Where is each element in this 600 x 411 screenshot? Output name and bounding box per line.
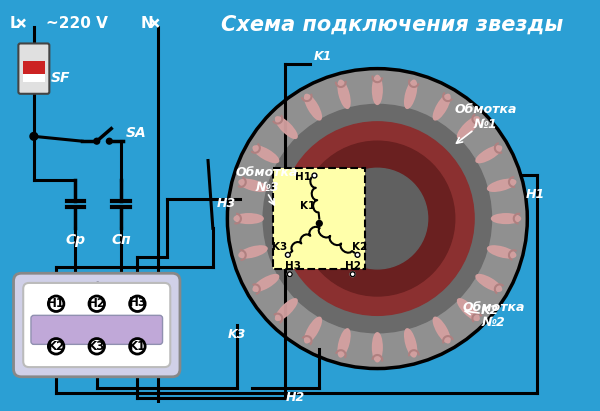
- Text: H1: H1: [526, 188, 545, 201]
- Ellipse shape: [239, 179, 267, 191]
- Text: K3: K3: [228, 328, 246, 341]
- Text: ~220 V: ~220 V: [46, 16, 109, 31]
- Ellipse shape: [239, 246, 267, 258]
- Text: K2: K2: [481, 304, 499, 317]
- Circle shape: [94, 138, 100, 144]
- Ellipse shape: [253, 275, 278, 291]
- Text: L: L: [10, 16, 19, 31]
- Circle shape: [350, 272, 355, 277]
- Circle shape: [312, 173, 317, 178]
- Ellipse shape: [305, 95, 322, 120]
- Ellipse shape: [476, 146, 502, 163]
- Text: Ср: Ср: [65, 233, 85, 247]
- Circle shape: [89, 296, 104, 312]
- Text: K2: K2: [352, 242, 367, 252]
- Text: K1: K1: [314, 50, 332, 62]
- Ellipse shape: [404, 80, 416, 109]
- Ellipse shape: [253, 146, 278, 163]
- Text: Обмотка
№1: Обмотка №1: [455, 103, 517, 131]
- Circle shape: [227, 69, 527, 369]
- Ellipse shape: [275, 299, 297, 321]
- Text: K1: K1: [300, 201, 316, 211]
- Ellipse shape: [491, 214, 521, 224]
- Ellipse shape: [458, 299, 479, 321]
- Text: K1: K1: [129, 340, 146, 353]
- Text: H2: H2: [286, 391, 305, 404]
- Ellipse shape: [338, 329, 350, 357]
- Ellipse shape: [275, 117, 297, 139]
- Ellipse shape: [404, 329, 416, 357]
- Ellipse shape: [458, 117, 479, 139]
- Ellipse shape: [305, 317, 322, 343]
- Ellipse shape: [373, 75, 382, 104]
- Ellipse shape: [234, 214, 263, 224]
- Circle shape: [281, 122, 474, 315]
- FancyBboxPatch shape: [23, 283, 170, 367]
- Text: K2: K2: [47, 340, 65, 353]
- Circle shape: [300, 141, 455, 296]
- Text: Схема подключения звезды: Схема подключения звезды: [221, 15, 563, 35]
- Text: Сп: Сп: [111, 233, 131, 247]
- Text: H2: H2: [344, 261, 361, 272]
- Circle shape: [263, 104, 491, 333]
- Ellipse shape: [433, 317, 450, 343]
- Circle shape: [30, 132, 38, 140]
- Ellipse shape: [373, 333, 382, 362]
- Circle shape: [49, 339, 64, 354]
- Text: K3: K3: [88, 340, 106, 353]
- Text: N: N: [140, 16, 154, 31]
- Text: Обмотка
№2: Обмотка №2: [462, 301, 524, 329]
- Circle shape: [89, 339, 104, 354]
- Ellipse shape: [433, 95, 450, 120]
- FancyBboxPatch shape: [14, 273, 180, 377]
- Text: SA: SA: [126, 127, 146, 141]
- Text: H3: H3: [217, 196, 236, 210]
- Circle shape: [286, 252, 290, 257]
- Bar: [274, 168, 365, 269]
- Ellipse shape: [338, 80, 350, 109]
- Circle shape: [94, 282, 101, 290]
- Circle shape: [130, 339, 145, 354]
- Circle shape: [49, 296, 64, 312]
- Circle shape: [355, 252, 360, 257]
- FancyBboxPatch shape: [31, 315, 163, 344]
- Circle shape: [106, 138, 112, 144]
- Text: K3: K3: [272, 242, 288, 252]
- FancyBboxPatch shape: [19, 44, 49, 94]
- Text: H2: H2: [88, 297, 106, 310]
- Ellipse shape: [488, 246, 516, 258]
- Text: Обмотка
№3: Обмотка №3: [236, 166, 298, 194]
- Ellipse shape: [476, 275, 502, 291]
- Text: SF: SF: [51, 71, 71, 85]
- Circle shape: [130, 296, 145, 312]
- Circle shape: [316, 221, 322, 226]
- Text: H1: H1: [47, 297, 65, 310]
- Bar: [23, 74, 44, 82]
- Text: H3: H3: [128, 296, 146, 309]
- Bar: [23, 61, 44, 74]
- Circle shape: [287, 272, 292, 277]
- Circle shape: [327, 168, 428, 269]
- Text: H3: H3: [284, 261, 301, 272]
- Text: H1: H1: [295, 173, 311, 182]
- Ellipse shape: [488, 179, 516, 191]
